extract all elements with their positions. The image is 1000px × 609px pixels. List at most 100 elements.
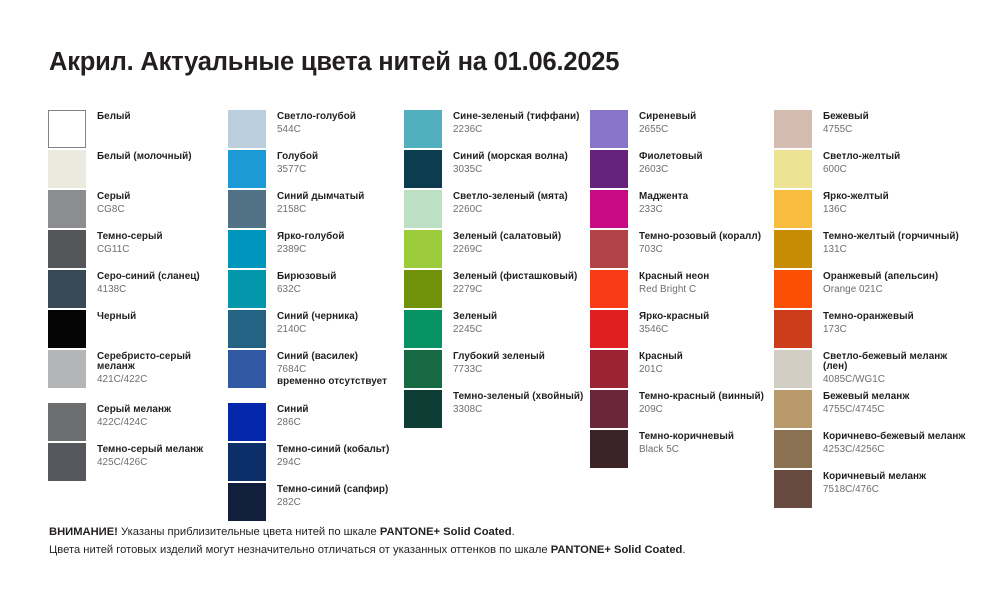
color-swatch[interactable] xyxy=(228,190,266,228)
color-row[interactable]: Темно-оранжевый 173C xyxy=(774,310,968,350)
color-swatch[interactable] xyxy=(48,150,86,188)
color-swatch[interactable] xyxy=(774,390,812,428)
color-swatch[interactable] xyxy=(228,350,266,388)
color-swatch[interactable] xyxy=(590,190,628,228)
color-swatch[interactable] xyxy=(404,350,442,388)
color-swatch[interactable] xyxy=(590,270,628,308)
color-swatch[interactable] xyxy=(774,190,812,228)
color-row[interactable]: Черный xyxy=(48,310,228,350)
color-swatch[interactable] xyxy=(48,310,86,348)
color-row[interactable]: Светло-желтый 600C xyxy=(774,150,968,190)
color-swatch[interactable] xyxy=(590,310,628,348)
color-code: 2260C xyxy=(453,203,483,215)
color-swatch[interactable] xyxy=(404,390,442,428)
color-row[interactable]: Светло-зеленый (мята) 2260C xyxy=(404,190,590,230)
color-row[interactable]: Темно-красный (винный) 209C xyxy=(590,390,774,430)
color-row[interactable]: Зеленый 2245C xyxy=(404,310,590,350)
color-row[interactable]: Темно-коричневый Black 5C xyxy=(590,430,774,470)
color-swatch[interactable] xyxy=(404,150,442,188)
color-swatch[interactable] xyxy=(590,390,628,428)
color-row[interactable]: Серебристо-серый меланж 421C/422C xyxy=(48,350,228,403)
color-row[interactable]: Коричневый меланж 7518C/476C xyxy=(774,470,968,510)
color-row[interactable]: Оранжевый (апельсин) Orange 021C xyxy=(774,270,968,310)
color-swatch[interactable] xyxy=(774,150,812,188)
color-row[interactable]: Красный 201C xyxy=(590,350,774,390)
color-swatch[interactable] xyxy=(404,190,442,228)
color-swatch[interactable] xyxy=(48,403,86,441)
color-swatch[interactable] xyxy=(228,403,266,441)
color-row[interactable]: Синий 286C xyxy=(228,403,404,443)
color-swatch[interactable] xyxy=(774,230,812,268)
color-code: 2655C xyxy=(639,123,669,135)
color-swatch[interactable] xyxy=(404,110,442,148)
color-swatch[interactable] xyxy=(590,150,628,188)
color-row[interactable]: Темно-розовый (коралл) 703C xyxy=(590,230,774,270)
color-row[interactable]: Темно-желтый (горчичный) 131C xyxy=(774,230,968,270)
color-row[interactable]: Светло-бежевый меланж (лен) 4085C/WG1C xyxy=(774,350,968,390)
color-swatch[interactable] xyxy=(590,350,628,388)
color-row[interactable]: Бежевый меланж 4755C/4745C xyxy=(774,390,968,430)
color-row[interactable]: Глубокий зеленый 7733C xyxy=(404,350,590,390)
color-code: 294C xyxy=(277,456,301,468)
color-name: Зеленый xyxy=(453,311,498,322)
color-row[interactable]: Синий (морская волна) 3035C xyxy=(404,150,590,190)
color-row[interactable]: Красный неон Red Bright C xyxy=(590,270,774,310)
color-row[interactable]: Ярко-желтый 136C xyxy=(774,190,968,230)
color-row[interactable]: Синий дымчатый 2158C xyxy=(228,190,404,230)
color-labels: Маджента 233C xyxy=(639,190,688,215)
color-row[interactable]: Белый (молочный) xyxy=(48,150,228,190)
color-code: 209C xyxy=(639,403,663,415)
color-row[interactable]: Маджента 233C xyxy=(590,190,774,230)
color-row[interactable]: Темно-синий (сапфир) 282C xyxy=(228,483,404,523)
color-row[interactable]: Ярко-голубой 2389C xyxy=(228,230,404,270)
color-row[interactable]: Зеленый (салатовый) 2269C xyxy=(404,230,590,270)
color-row[interactable]: Серый CG8C xyxy=(48,190,228,230)
color-swatch[interactable] xyxy=(404,270,442,308)
color-swatch[interactable] xyxy=(774,430,812,468)
color-swatch[interactable] xyxy=(774,470,812,508)
color-swatch[interactable] xyxy=(228,443,266,481)
color-swatch[interactable] xyxy=(774,310,812,348)
color-row[interactable]: Темно-синий (кобальт) 294C xyxy=(228,443,404,483)
color-row[interactable]: Синий (черника) 2140C xyxy=(228,310,404,350)
color-swatch[interactable] xyxy=(590,230,628,268)
color-row[interactable]: Ярко-красный 3546C xyxy=(590,310,774,350)
color-swatch[interactable] xyxy=(228,150,266,188)
color-name: Зеленый (салатовый) xyxy=(453,231,562,242)
color-swatch[interactable] xyxy=(404,310,442,348)
color-swatch[interactable] xyxy=(774,270,812,308)
color-row[interactable]: Белый xyxy=(48,110,228,150)
color-swatch[interactable] xyxy=(228,310,266,348)
color-row[interactable]: Зеленый (фисташковый) 2279C xyxy=(404,270,590,310)
color-row[interactable]: Темно-серый меланж 425C/426C xyxy=(48,443,228,483)
color-swatch[interactable] xyxy=(228,483,266,521)
color-swatch[interactable] xyxy=(404,230,442,268)
color-row[interactable]: Сине-зеленый (тиффани) 2236C xyxy=(404,110,590,150)
color-labels: Глубокий зеленый 7733C xyxy=(453,350,545,375)
color-swatch[interactable] xyxy=(774,350,812,388)
color-row[interactable]: Сиреневый 2655C xyxy=(590,110,774,150)
color-swatch[interactable] xyxy=(48,230,86,268)
color-swatch[interactable] xyxy=(228,110,266,148)
color-swatch[interactable] xyxy=(48,190,86,228)
color-swatch[interactable] xyxy=(48,110,86,148)
color-row[interactable]: Темно-серый CG11C xyxy=(48,230,228,270)
color-row[interactable]: Бежевый 4755C xyxy=(774,110,968,150)
color-row[interactable]: Светло-голубой 544C xyxy=(228,110,404,150)
color-row[interactable]: Голубой 3577C xyxy=(228,150,404,190)
color-swatch[interactable] xyxy=(774,110,812,148)
color-row[interactable]: Бирюзовый 632C xyxy=(228,270,404,310)
color-row[interactable]: Коричнево-бежевый меланж 4253C/4256C xyxy=(774,430,968,470)
color-row[interactable]: Синий (василек) 7684C временно отсутствует xyxy=(228,350,404,403)
color-swatch[interactable] xyxy=(48,350,86,388)
color-row[interactable]: Серый меланж 422C/424C xyxy=(48,403,228,443)
color-row[interactable]: Темно-зеленый (хвойный) 3308C xyxy=(404,390,590,430)
color-swatch[interactable] xyxy=(590,430,628,468)
color-row[interactable]: Серо-синий (сланец) 4138C xyxy=(48,270,228,310)
color-swatch[interactable] xyxy=(228,270,266,308)
color-swatch[interactable] xyxy=(228,230,266,268)
color-swatch[interactable] xyxy=(48,443,86,481)
color-row[interactable]: Фиолетовый 2603C xyxy=(590,150,774,190)
color-swatch[interactable] xyxy=(590,110,628,148)
color-swatch[interactable] xyxy=(48,270,86,308)
